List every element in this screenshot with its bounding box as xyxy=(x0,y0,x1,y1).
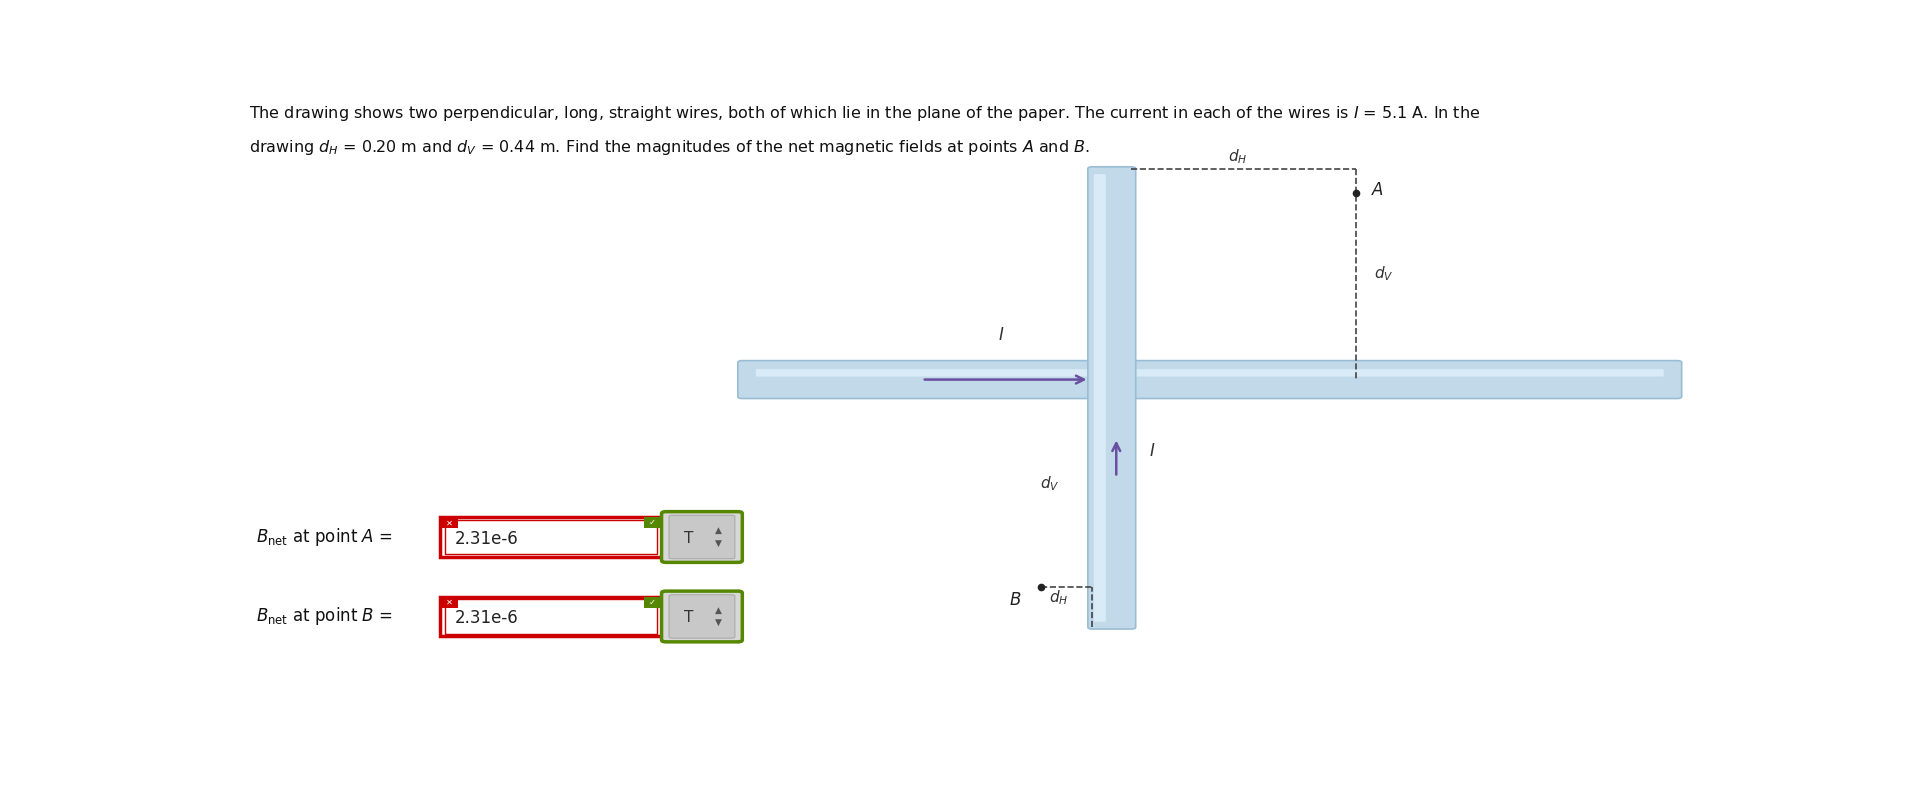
FancyBboxPatch shape xyxy=(662,511,743,562)
FancyBboxPatch shape xyxy=(444,519,656,554)
FancyBboxPatch shape xyxy=(440,517,457,528)
FancyBboxPatch shape xyxy=(1094,174,1106,622)
Text: $d_H$: $d_H$ xyxy=(1050,588,1069,607)
FancyBboxPatch shape xyxy=(643,596,662,607)
FancyBboxPatch shape xyxy=(757,369,1664,376)
Text: $d_V$: $d_V$ xyxy=(1040,474,1060,493)
FancyBboxPatch shape xyxy=(737,360,1681,399)
FancyBboxPatch shape xyxy=(444,599,656,634)
Text: ▼: ▼ xyxy=(716,618,722,627)
FancyBboxPatch shape xyxy=(670,595,735,638)
Text: ▼: ▼ xyxy=(716,538,722,548)
Text: ✕: ✕ xyxy=(446,518,454,527)
Text: drawing $d_H$ = 0.20 m and $d_V$ = 0.44 m. Find the magnitudes of the net magnet: drawing $d_H$ = 0.20 m and $d_V$ = 0.44 … xyxy=(249,138,1089,157)
Text: 2.31e-6: 2.31e-6 xyxy=(455,609,519,627)
FancyBboxPatch shape xyxy=(1089,167,1135,629)
Text: $A$: $A$ xyxy=(1370,181,1384,199)
Text: The drawing shows two perpendicular, long, straight wires, both of which lie in : The drawing shows two perpendicular, lon… xyxy=(249,105,1480,123)
Text: ✕: ✕ xyxy=(446,598,454,607)
Text: ▲: ▲ xyxy=(716,606,722,615)
Text: T: T xyxy=(683,530,693,545)
Text: $I$: $I$ xyxy=(1148,442,1156,460)
Text: $B$: $B$ xyxy=(1009,591,1021,609)
Text: $d_V$: $d_V$ xyxy=(1374,264,1393,283)
FancyBboxPatch shape xyxy=(440,596,662,636)
Text: 2.31e-6: 2.31e-6 xyxy=(455,530,519,548)
FancyBboxPatch shape xyxy=(662,591,743,642)
Text: ▲: ▲ xyxy=(716,526,722,535)
FancyBboxPatch shape xyxy=(440,596,457,607)
FancyBboxPatch shape xyxy=(440,517,662,557)
Text: $B_{\mathrm{net}}$ at point $B$ =: $B_{\mathrm{net}}$ at point $B$ = xyxy=(257,605,394,627)
Text: ✓: ✓ xyxy=(648,518,656,527)
Text: $I$: $I$ xyxy=(998,326,1004,344)
FancyBboxPatch shape xyxy=(670,515,735,559)
Text: T: T xyxy=(683,611,693,625)
Text: $B_{\mathrm{net}}$ at point $A$ =: $B_{\mathrm{net}}$ at point $A$ = xyxy=(257,526,394,548)
FancyBboxPatch shape xyxy=(643,517,662,528)
Text: $d_H$: $d_H$ xyxy=(1227,148,1249,166)
Text: ✓: ✓ xyxy=(648,598,656,607)
